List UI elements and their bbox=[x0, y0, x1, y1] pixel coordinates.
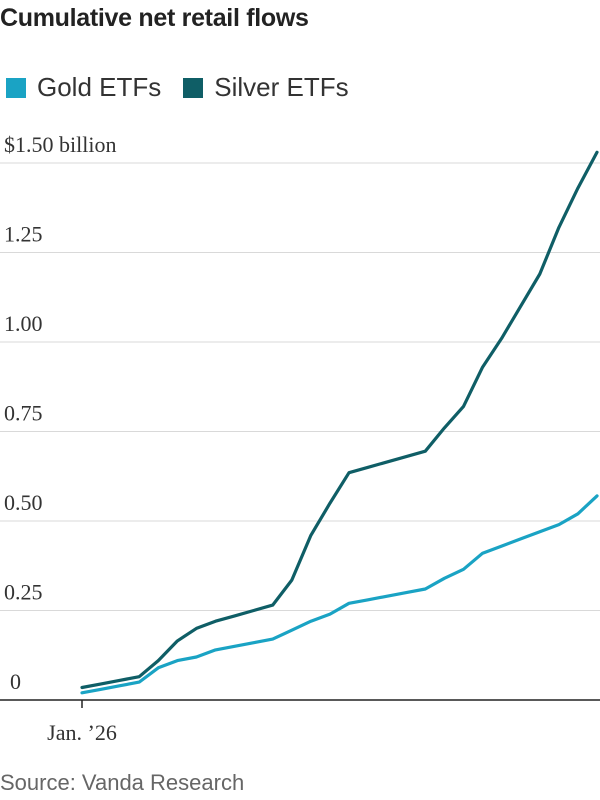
series-line-silver bbox=[80, 150, 599, 690]
y-tick-label-2: 0.50 bbox=[4, 490, 43, 515]
y-tick-label-6: $1.50 billion bbox=[4, 132, 116, 157]
y-tick-label-1: 0.25 bbox=[4, 580, 43, 605]
legend-swatch-gold bbox=[6, 77, 26, 98]
chart-title: Cumulative net retail flows bbox=[0, 4, 309, 32]
x-tick-label: Jan. ’26 bbox=[47, 720, 117, 745]
y-tick-label-5: 1.25 bbox=[4, 222, 43, 247]
legend-item-silver: Silver ETFs bbox=[183, 72, 349, 103]
source-note: Source: Vanda Research bbox=[0, 770, 245, 795]
series-line-gold bbox=[80, 494, 599, 695]
legend-label-gold: Gold ETFs bbox=[37, 72, 162, 102]
y-tick-label-3: 0.75 bbox=[4, 401, 43, 426]
legend-item-gold: Gold ETFs bbox=[6, 72, 161, 103]
legend-swatch-silver bbox=[183, 77, 204, 98]
y-tick-label-0: 0 bbox=[10, 669, 21, 694]
y-tick-label-4: 1.00 bbox=[4, 311, 43, 336]
legend-label-silver: Silver ETFs bbox=[214, 72, 349, 102]
legend: Gold ETFs Silver ETFs bbox=[6, 72, 371, 103]
